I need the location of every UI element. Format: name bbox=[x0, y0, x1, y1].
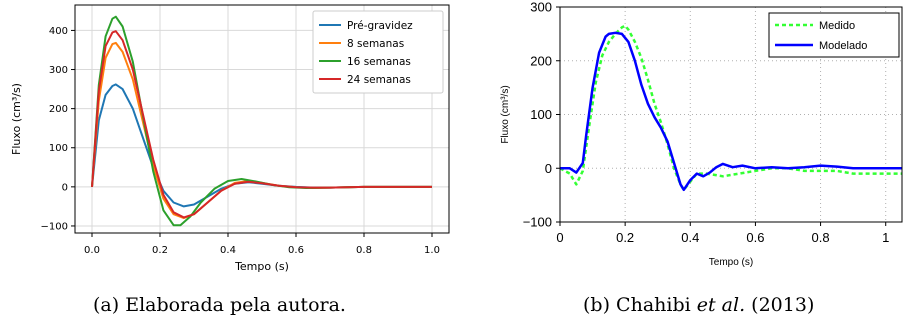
chart0-x-axis-label: Tempo (s) bbox=[234, 260, 289, 273]
chart0-y-tick-label: 400 bbox=[49, 26, 68, 37]
chart1-x-tick-label: 1 bbox=[882, 230, 889, 245]
caption-b-author: Chahibi bbox=[616, 294, 691, 316]
chart1-legend-box bbox=[768, 12, 900, 58]
caption-b: (b) Chahibi et al. (2013) bbox=[583, 294, 814, 316]
chart1-y-axis-label: Fluxo (cm³/s) bbox=[500, 85, 511, 143]
chart1-x-tick-label: 0.4 bbox=[681, 230, 699, 245]
chart1-x-tick-label: 0.2 bbox=[616, 230, 634, 245]
chart1-x-tick-label: 0 bbox=[556, 230, 563, 245]
chart0-y-tick-label: 0 bbox=[62, 182, 68, 193]
caption-a-text: Elaborada pela autora. bbox=[125, 294, 346, 316]
chart0-x-tick-label: 1.0 bbox=[424, 245, 440, 256]
chart1-legend-label: Medido bbox=[819, 20, 855, 32]
chart-a: 0.0 0.2 0.4 0.6 0.8 1.0 −100 0 100 200 300 400 Tempo… bbox=[10, 4, 450, 273]
chart0-legend-label: 16 semanas bbox=[347, 56, 411, 68]
chart0-series-line bbox=[91, 30, 432, 219]
chart0-legend-box bbox=[312, 10, 444, 94]
caption-b-label: (b) bbox=[583, 294, 610, 316]
chart0-y-tick-label: 200 bbox=[49, 104, 68, 115]
caption-b-year: (2013) bbox=[751, 294, 815, 316]
chart0-x-tick-label: 0.8 bbox=[356, 245, 372, 256]
chart1-x-tick-label: 0.6 bbox=[746, 230, 764, 245]
chart0-x-tick-label: 0.0 bbox=[84, 245, 100, 256]
chart0-y-tick-label: −100 bbox=[41, 221, 68, 232]
caption-a: (a) Elaborada pela autora. bbox=[93, 294, 346, 316]
chart1-y-tick-label: 0 bbox=[545, 161, 552, 176]
chart0-legend-label: Pré-gravidez bbox=[347, 20, 413, 32]
chart0-plot-frame bbox=[74, 4, 450, 234]
chart1-legend-label: Modelado bbox=[819, 40, 867, 52]
chart0-series-line bbox=[91, 83, 432, 208]
chart0-y-tick-label: 100 bbox=[49, 143, 68, 154]
chart0-legend-label: 8 semanas bbox=[347, 38, 404, 50]
chart1-y-tick-label: 200 bbox=[530, 53, 552, 68]
chart0-x-tick-label: 0.6 bbox=[288, 245, 304, 256]
chart0-x-tick-label: 0.2 bbox=[152, 245, 168, 256]
caption-a-label: (a) bbox=[93, 294, 120, 316]
chart0-x-tick-label: 0.4 bbox=[220, 245, 236, 256]
chart1-y-tick-label: 100 bbox=[530, 107, 552, 122]
chart1-y-tick-label: −100 bbox=[523, 215, 552, 230]
chart0-legend-label: 24 semanas bbox=[347, 74, 411, 86]
caption-b-etal: et al. bbox=[696, 294, 746, 316]
chart0-y-tick-label: 300 bbox=[49, 65, 68, 76]
chart1-x-tick-label: 0.8 bbox=[812, 230, 830, 245]
chart1-x-axis-label: Tempo (s) bbox=[709, 257, 753, 268]
chart0-y-axis-label: Fluxo (cm³/s) bbox=[10, 83, 23, 155]
chart1-series-line bbox=[560, 31, 902, 192]
chart-b: 0 0.2 0.4 0.6 0.8 1 −100 0 100 200 300 Tempo (s) Flu… bbox=[500, 0, 903, 268]
chart1-y-tick-label: 300 bbox=[530, 0, 552, 15]
